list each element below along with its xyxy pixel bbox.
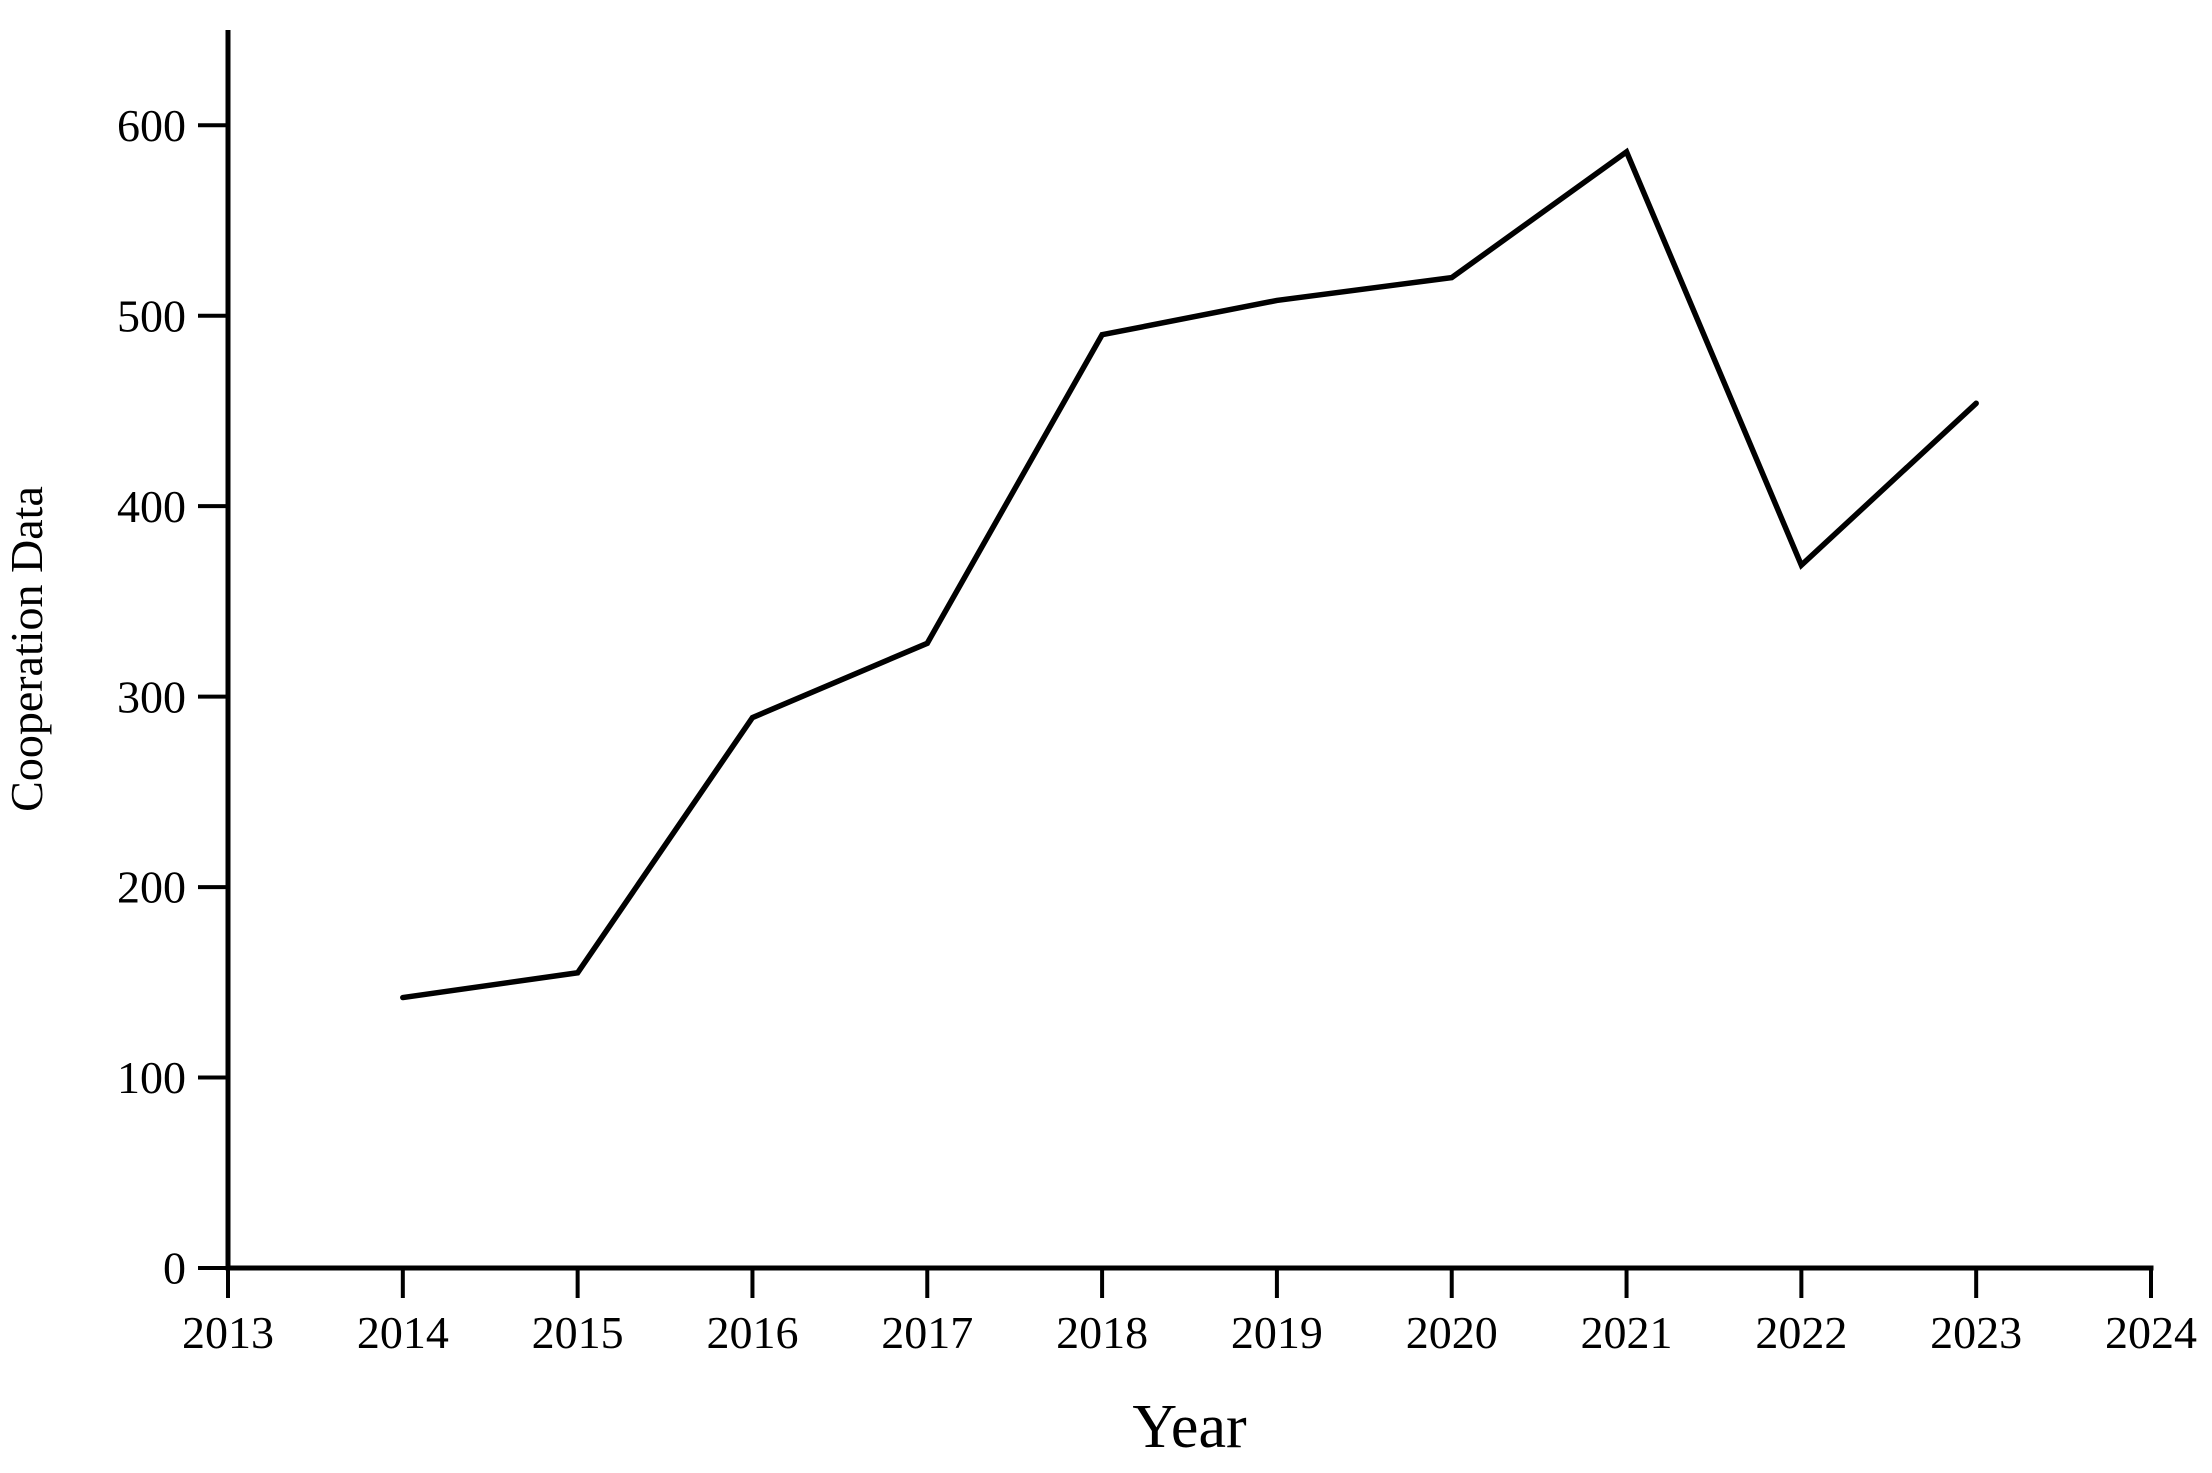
x-tick-label: 2015 xyxy=(532,1307,624,1358)
x-tick-label: 2017 xyxy=(881,1307,973,1358)
x-tick-label: 2021 xyxy=(1581,1307,1673,1358)
x-tick-label: 2022 xyxy=(1755,1307,1847,1358)
x-tick-label: 2013 xyxy=(182,1307,274,1358)
cooperation-data-line xyxy=(400,147,1979,1001)
x-tick-label: 2024 xyxy=(2105,1307,2197,1358)
y-tick-label: 200 xyxy=(117,862,186,913)
y-tick-label: 0 xyxy=(163,1243,186,1294)
y-tick-label: 600 xyxy=(117,100,186,151)
tick-marks xyxy=(198,123,2153,1298)
y-tick-label: 500 xyxy=(117,290,186,341)
x-tick-label: 2018 xyxy=(1056,1307,1148,1358)
y-axis-title: Cooperation Data xyxy=(1,486,52,812)
x-tick-label: 2014 xyxy=(357,1307,449,1358)
tick-labels: 0 100 200 300 400 500 600 2013 2014 2015 2016 2017 2… xyxy=(117,100,2197,1358)
x-tick-label: 2016 xyxy=(706,1307,798,1358)
y-tick-label: 300 xyxy=(117,671,186,722)
axes xyxy=(225,30,2154,1271)
x-tick-label: 2020 xyxy=(1406,1307,1498,1358)
x-tick-label: 2023 xyxy=(1930,1307,2022,1358)
data-series xyxy=(400,147,1979,1001)
x-tick-label: 2019 xyxy=(1231,1307,1323,1358)
y-tick-label: 400 xyxy=(117,481,186,532)
y-tick-label: 100 xyxy=(117,1052,186,1103)
x-axis-title: Year xyxy=(1132,1393,1247,1461)
